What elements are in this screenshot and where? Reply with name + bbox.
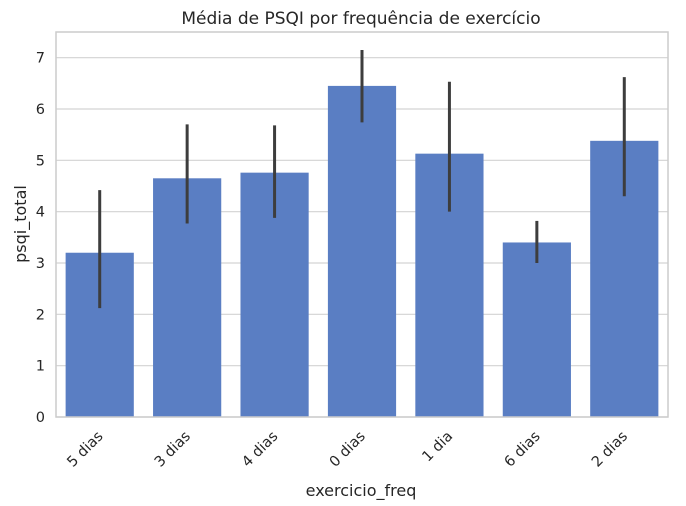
y-tick-label: 6 [36,102,45,118]
y-tick-label: 4 [36,205,45,221]
x-tick-label: 1 dia [420,429,457,466]
bars [65,85,659,418]
x-tick-label: 2 dias [589,429,631,471]
y-tick-label: 1 [36,359,45,375]
y-tick-label: 7 [36,51,45,67]
bar [502,242,571,417]
x-axis-label: exercicio_freq [306,481,417,501]
error-bars [98,49,626,309]
x-tick-labels: 5 dias 3 dias 4 dias 0 dias 1 dia 6 dias 2 dia… [64,429,631,471]
y-tick-label: 3 [36,256,45,272]
y-axis-label: psqi_total [11,185,31,263]
chart-title: Média de PSQI por frequência de exercíci… [181,9,540,29]
y-tick-labels: 0 1 2 3 4 5 6 7 [36,51,45,426]
x-tick-label: 6 dias [502,429,544,471]
plot-frame [55,31,669,418]
x-tick-label: 5 dias [64,429,106,471]
y-tick-label: 5 [36,153,45,169]
x-tick-label: 3 dias [152,429,194,471]
bar [327,85,397,418]
x-tick-label: 0 dias [327,429,369,471]
y-tick-label: 2 [36,307,45,323]
x-tick-label: 4 dias [239,429,281,471]
y-tick-label: 0 [36,410,45,426]
